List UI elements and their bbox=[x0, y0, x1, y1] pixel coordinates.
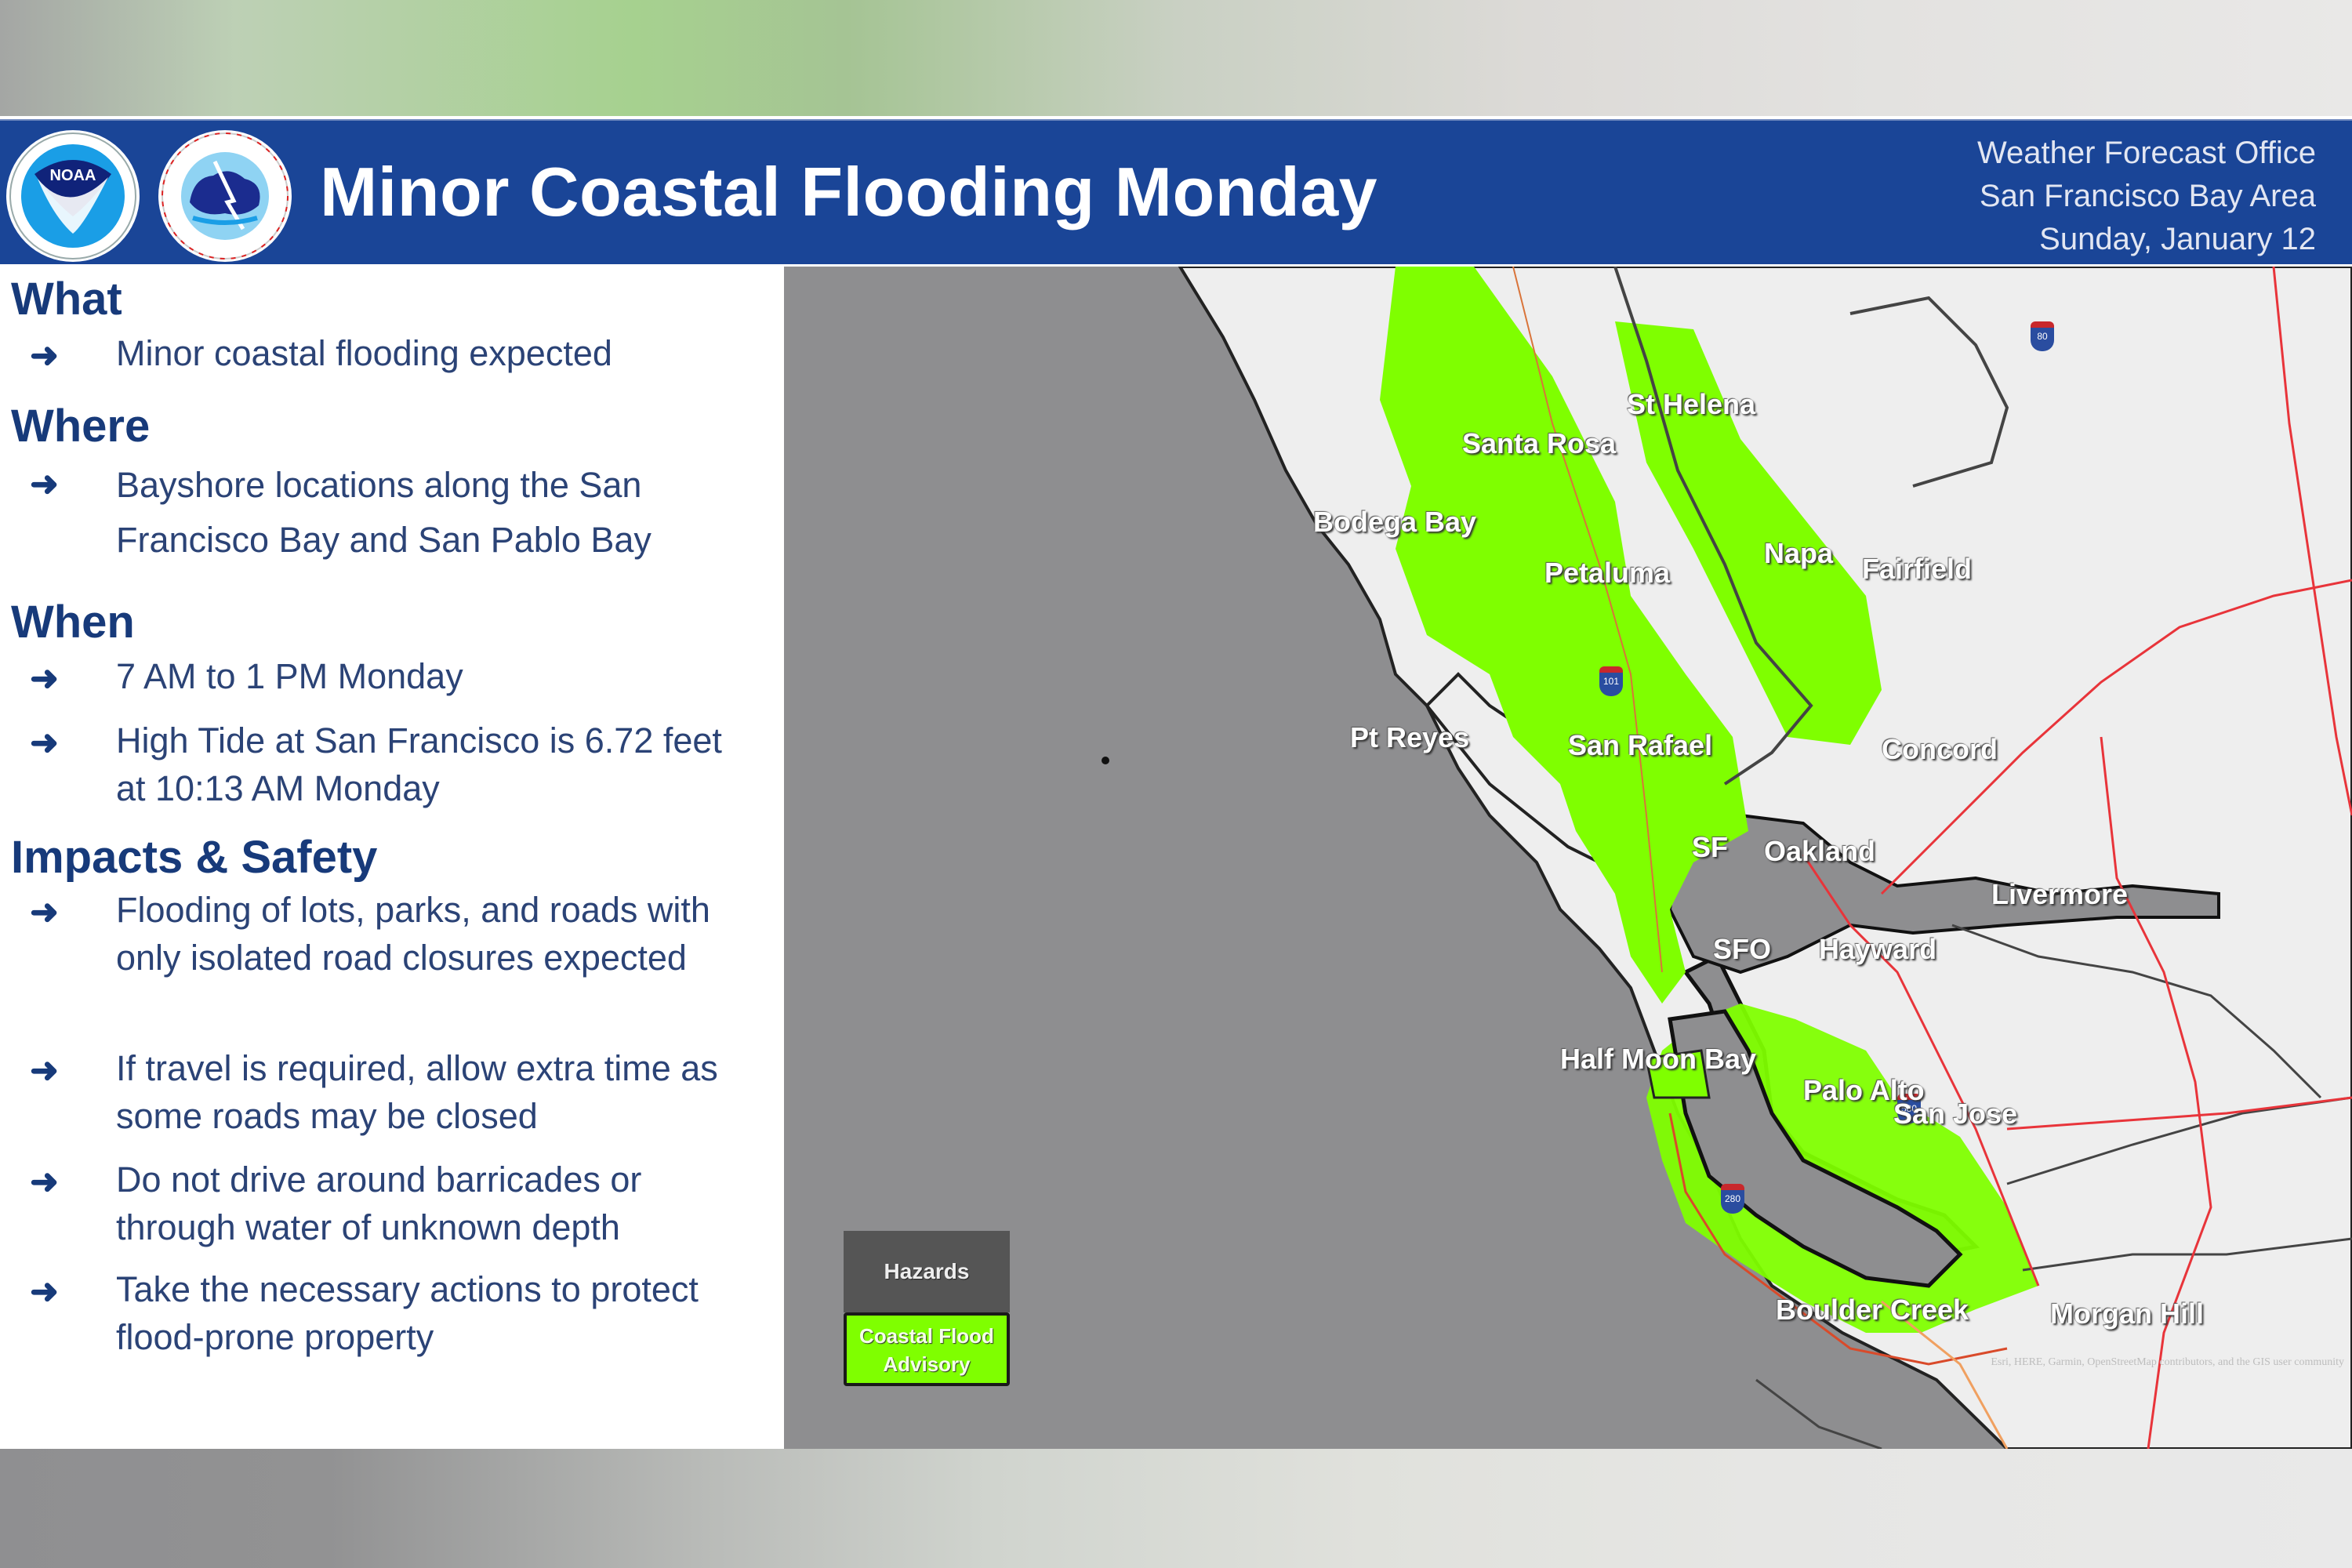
city-label: Livermore bbox=[1991, 878, 2129, 910]
svg-text:NOAA: NOAA bbox=[50, 167, 96, 184]
noaa-logo-icon: NOAA bbox=[6, 130, 140, 262]
city-label: Palo Alto bbox=[1803, 1074, 1925, 1106]
impact-item-4: Take the necessary actions to protect fl… bbox=[116, 1269, 699, 1357]
city-label: Petaluma bbox=[1544, 557, 1671, 589]
city-label: Half Moon Bay bbox=[1560, 1043, 1757, 1075]
page-title: Minor Coastal Flooding Monday bbox=[320, 153, 1378, 230]
impact-item-3: Do not drive around barricades or throug… bbox=[116, 1160, 642, 1247]
briefing-slide: NOAA Minor Coastal Flooding Monday Weath… bbox=[0, 116, 2352, 1449]
city-label: St Helena bbox=[1627, 388, 1756, 420]
highway-shield-icon: 101 bbox=[1599, 666, 1623, 696]
city-label: Morgan Hill bbox=[2050, 1298, 2204, 1330]
map-legend: Hazards Coastal Flood Advisory bbox=[844, 1231, 1010, 1386]
issue-date: Sunday, January 12 bbox=[2039, 222, 2316, 256]
right-arrow-icon: ➜ bbox=[30, 1272, 59, 1311]
nws-logo-icon bbox=[158, 130, 292, 262]
right-arrow-icon: ➜ bbox=[30, 1051, 59, 1090]
city-label: Santa Rosa bbox=[1462, 427, 1617, 459]
right-arrow-icon: ➜ bbox=[30, 659, 59, 698]
legend-title: Hazards bbox=[844, 1231, 1010, 1312]
right-arrow-icon: ➜ bbox=[30, 1163, 59, 1201]
highway-shield-icon: 80 bbox=[2031, 321, 2054, 351]
map-geometry bbox=[1102, 267, 2352, 1449]
header-bar: NOAA Minor Coastal Flooding Monday Weath… bbox=[0, 119, 2352, 264]
right-arrow-icon: ➜ bbox=[30, 336, 59, 375]
map-attribution: Esri, HERE, Garmin, OpenStreetMap contri… bbox=[1991, 1356, 2344, 1368]
hazard-map[interactable]: 80 101 580 280 St Helena Santa Rosa Bode… bbox=[784, 267, 2352, 1449]
city-label: Hayward bbox=[1819, 933, 1937, 965]
section-heading-impacts: Impacts & Safety bbox=[11, 832, 378, 883]
section-heading-what: What bbox=[11, 274, 122, 325]
office-region: San Francisco Bay Area bbox=[1979, 179, 2316, 213]
right-arrow-icon: ➜ bbox=[30, 465, 59, 503]
office-name: Weather Forecast Office bbox=[1976, 136, 2316, 170]
info-panel: What ➜ Minor coastal flooding expected W… bbox=[0, 267, 784, 1449]
city-label: San Jose bbox=[1893, 1098, 2018, 1130]
highway-shield-icon: 580 bbox=[1897, 1094, 1921, 1123]
when-item-1: 7 AM to 1 PM Monday bbox=[116, 656, 463, 696]
what-item-1: Minor coastal flooding expected bbox=[116, 333, 612, 373]
city-label: San Rafael bbox=[1568, 729, 1713, 761]
city-label: Pt Reyes bbox=[1350, 721, 1470, 753]
background-gradient-top bbox=[0, 0, 2352, 116]
city-label: Oakland bbox=[1764, 835, 1876, 867]
when-item-2: High Tide at San Francisco is 6.72 feet … bbox=[116, 720, 722, 808]
city-label: Concord bbox=[1882, 733, 1998, 765]
right-arrow-icon: ➜ bbox=[30, 724, 59, 762]
city-label: SFO bbox=[1713, 933, 1772, 965]
where-item-1: Bayshore locations along the San Francis… bbox=[116, 465, 652, 560]
highway-shield-icon: 280 bbox=[1721, 1184, 1744, 1214]
city-label: Fairfield bbox=[1862, 553, 1973, 585]
office-info: Weather Forecast Office San Francisco Ba… bbox=[1977, 132, 2316, 261]
city-label: Napa bbox=[1764, 537, 1834, 569]
right-arrow-icon: ➜ bbox=[30, 893, 59, 931]
city-label: Bodega Bay bbox=[1313, 506, 1477, 538]
city-label: Boulder Creek bbox=[1776, 1294, 1969, 1326]
impact-item-1: Flooding of lots, parks, and roads with … bbox=[116, 890, 710, 978]
legend-coastal-flood-advisory: Coastal Flood Advisory bbox=[844, 1312, 1010, 1386]
impact-item-2: If travel is required, allow extra time … bbox=[116, 1048, 718, 1136]
city-label: SF bbox=[1692, 831, 1729, 863]
background-gradient-bottom bbox=[0, 1449, 2352, 1568]
section-heading-where: Where bbox=[11, 401, 151, 452]
section-heading-when: When bbox=[11, 597, 135, 648]
